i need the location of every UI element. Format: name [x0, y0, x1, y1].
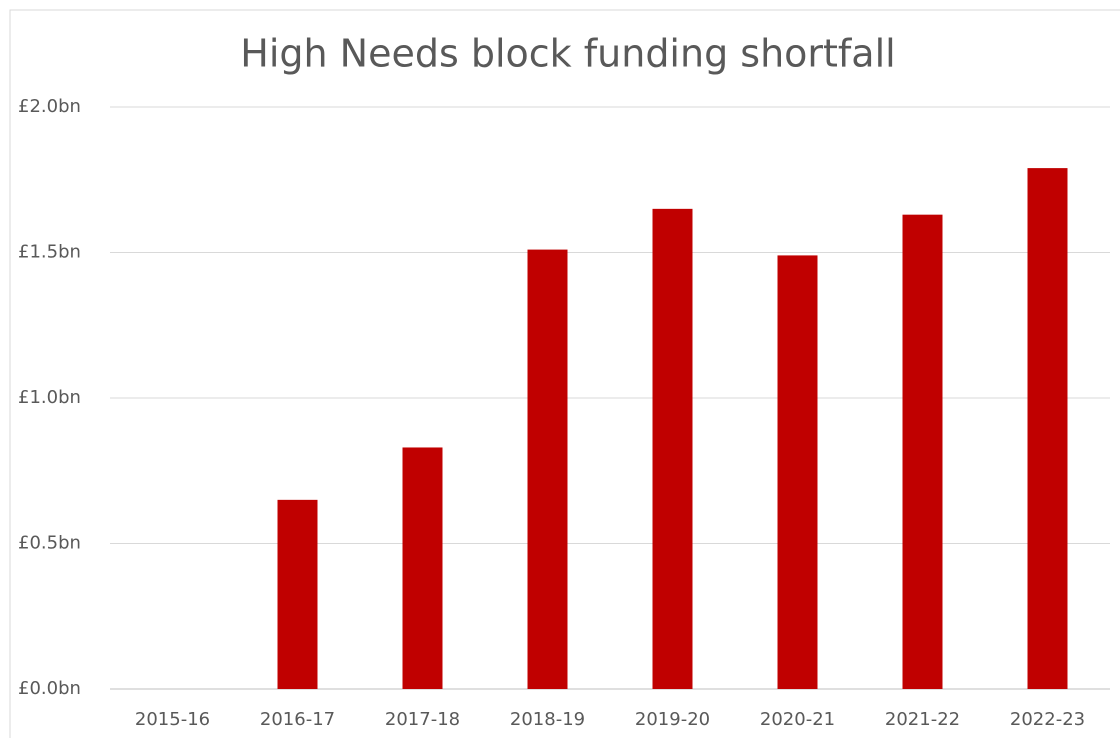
- bar: [402, 447, 443, 689]
- bar: [277, 499, 318, 689]
- x-tick-label: 2016-17: [260, 709, 335, 730]
- x-tick-label: 2015-16: [135, 709, 210, 730]
- y-tick-label: £2.0bn: [18, 96, 81, 117]
- y-tick-label: £1.0bn: [18, 387, 81, 408]
- bar: [1027, 168, 1068, 690]
- x-tick-label: 2022-23: [1010, 709, 1085, 730]
- x-tick-label: 2017-18: [385, 709, 460, 730]
- x-tick-label: 2018-19: [510, 709, 585, 730]
- y-tick-label: £0.0bn: [18, 678, 81, 699]
- x-tick-label: 2019-20: [635, 709, 710, 730]
- bar: [777, 255, 818, 689]
- bar: [652, 208, 693, 689]
- x-tick-label: 2020-21: [760, 709, 835, 730]
- y-tick-label: £0.5bn: [18, 533, 81, 554]
- x-tick-label: 2021-22: [885, 709, 960, 730]
- bar: [527, 249, 568, 689]
- chart-border: [9, 9, 1120, 738]
- y-tick-label: £1.5bn: [18, 242, 81, 263]
- bar: [902, 214, 943, 690]
- chart-title: High Needs block funding shortfall: [240, 32, 895, 76]
